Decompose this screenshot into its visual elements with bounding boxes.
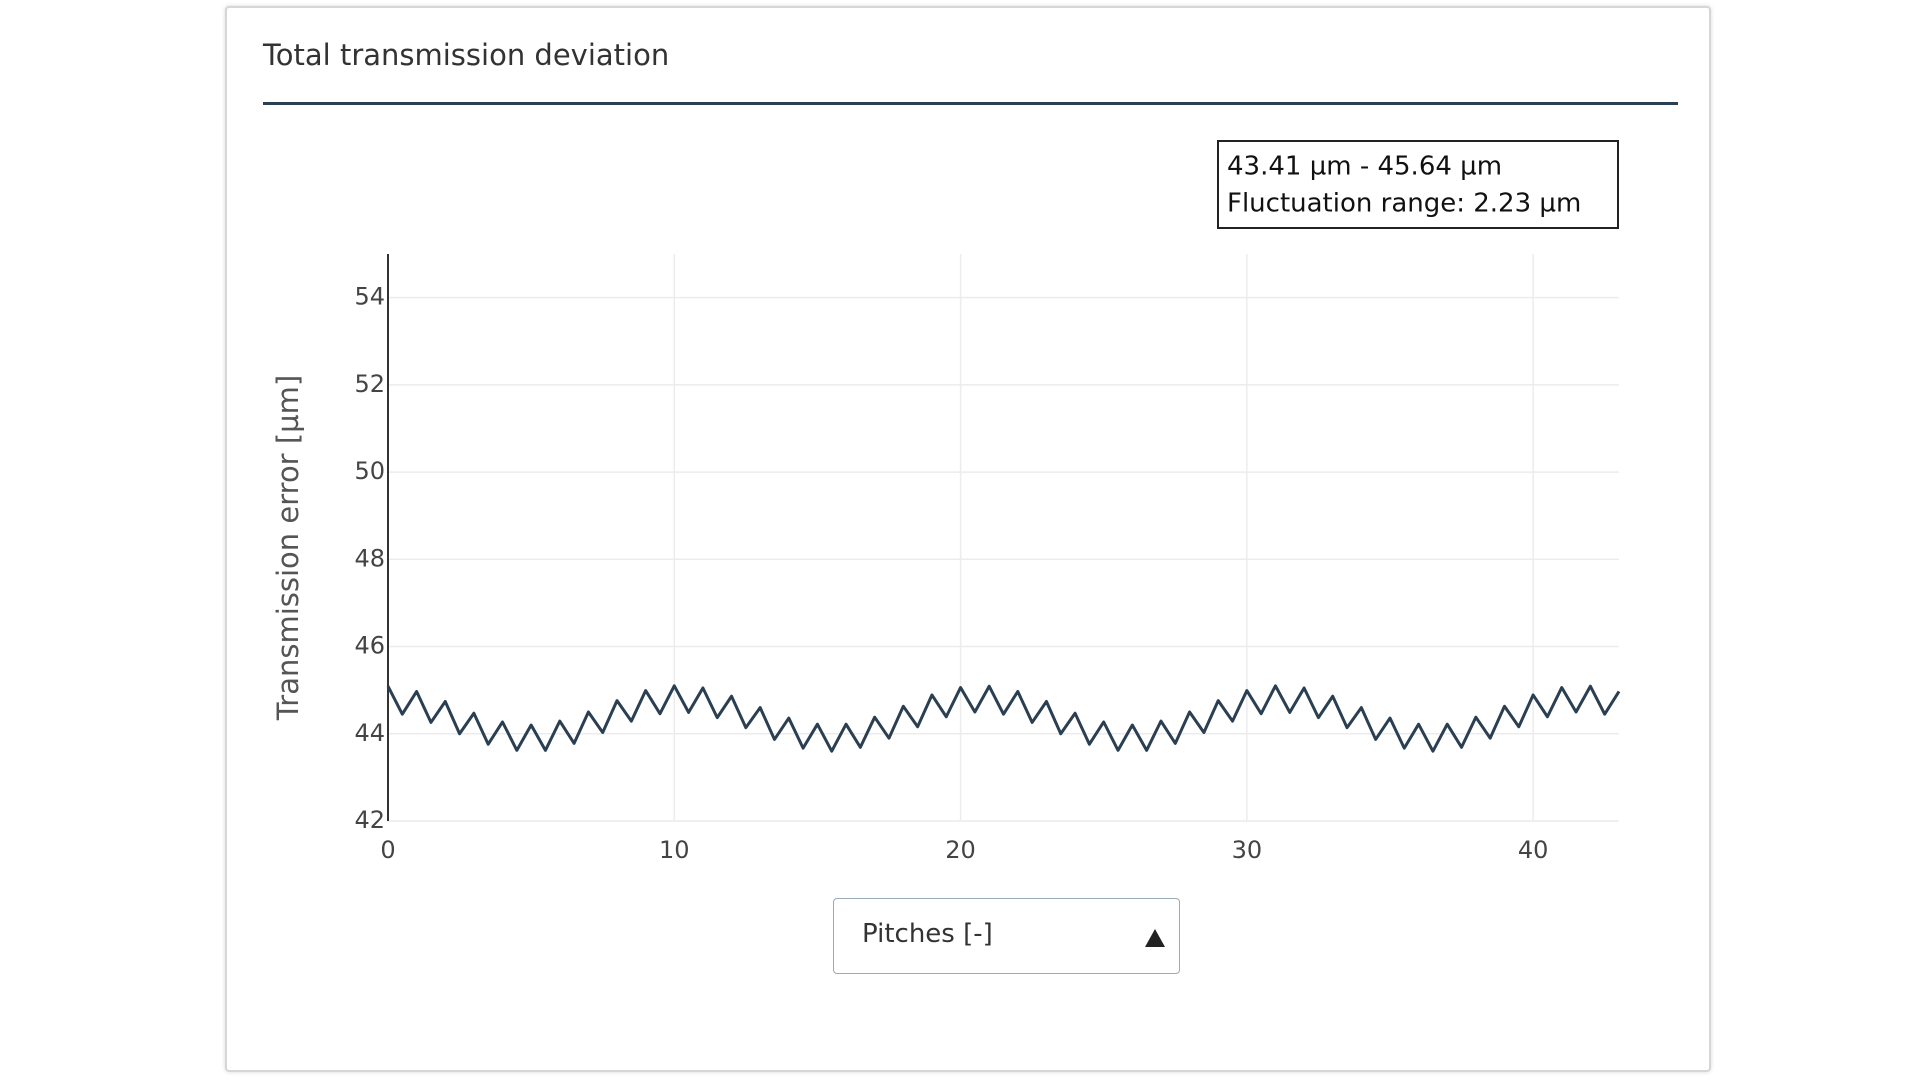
x-tick-label: 0 (380, 836, 395, 864)
panel-title: Total transmission deviation (263, 38, 670, 72)
x-axis-label: Pitches [-] (862, 919, 993, 949)
dropdown-arrow (1145, 929, 1165, 947)
x-tick-label: 40 (1518, 836, 1549, 864)
data-line (386, 684, 1621, 753)
y-tick-label: 48 (354, 544, 385, 572)
y-tick-label: 46 (354, 632, 385, 660)
y-tick-label: 50 (354, 457, 385, 485)
x-tick-label: 20 (945, 836, 976, 864)
y-tick-label: 42 (354, 806, 385, 834)
x-axis-dropdown[interactable]: Pitches [-] (833, 898, 1180, 974)
annotation-text: Fluctuation range: 2.23 µm (1227, 189, 1581, 219)
x-tick-label: 10 (659, 836, 690, 864)
y-tick-label: 44 (354, 719, 385, 747)
y-axis-label: Transmission error [µm] (271, 375, 305, 721)
title-rule (263, 102, 1678, 105)
y-tick-label: 52 (354, 370, 385, 398)
annotation-box (1217, 140, 1619, 229)
y-tick-label: 54 (354, 283, 385, 311)
panel: Total transmission deviation (225, 6, 1711, 1072)
annotation-text: 43.41 µm - 45.64 µm (1227, 152, 1502, 182)
x-tick-label: 30 (1232, 836, 1263, 864)
